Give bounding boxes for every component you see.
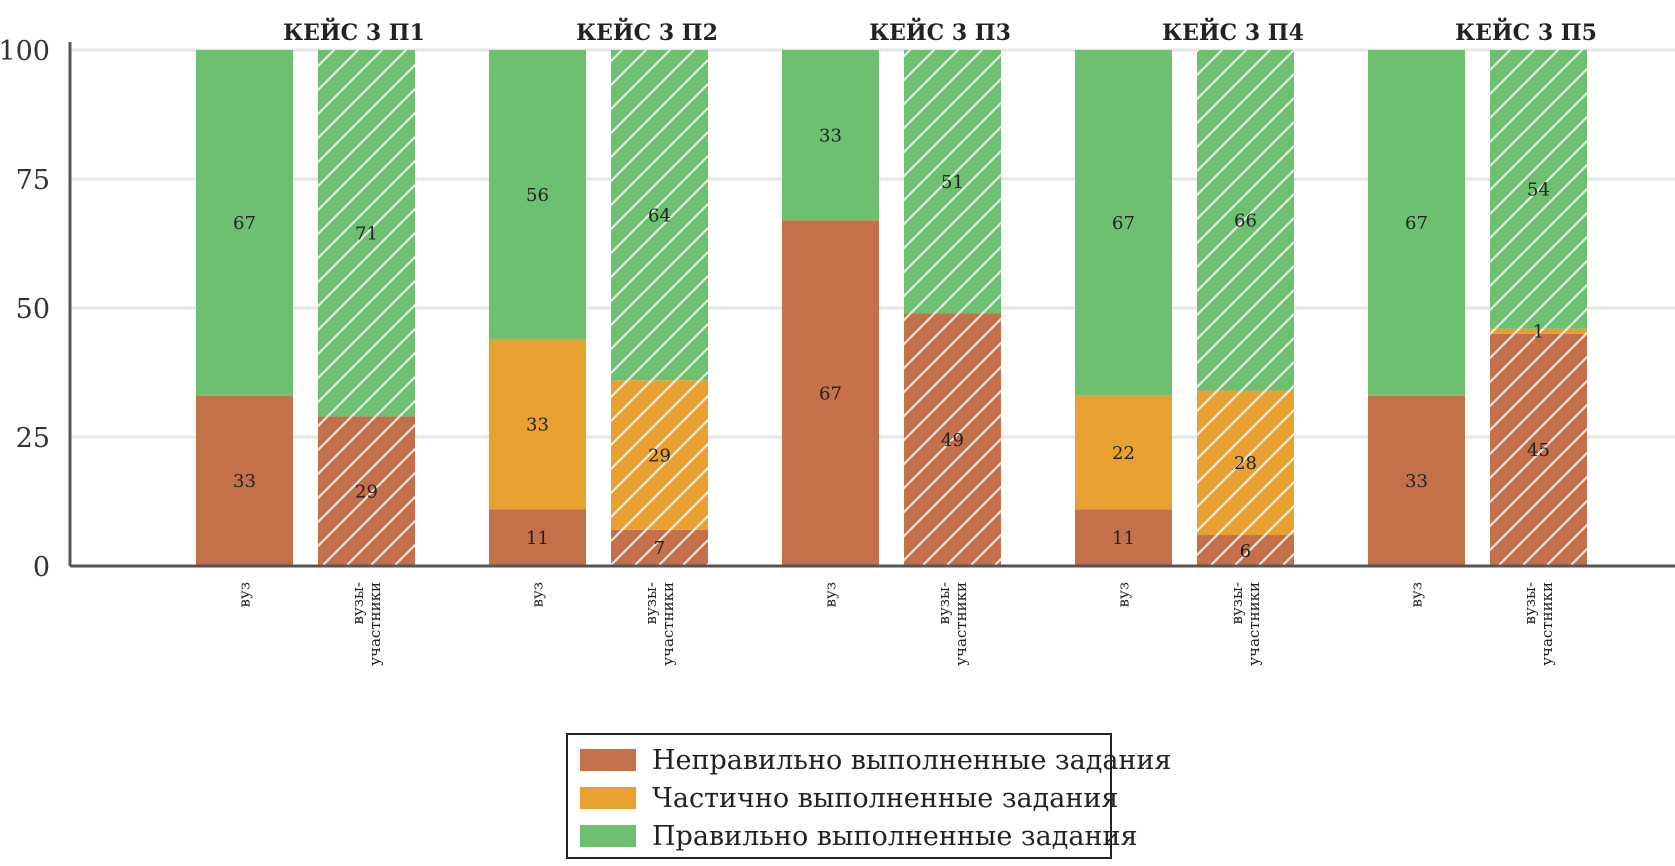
bar-p1-1-incorrect bbox=[196, 395, 293, 566]
legend: Неправильно выполненные задания Частично… bbox=[566, 733, 1171, 859]
data-label-p3-2-correct: 51 bbox=[941, 172, 964, 193]
data-label-p1-1-incorrect: 33 bbox=[233, 471, 256, 492]
x-tick-text-p1-1: вуз bbox=[236, 582, 254, 607]
data-label-p3-1-incorrect: 67 bbox=[819, 383, 842, 404]
data-label-p1-2-correct: 71 bbox=[355, 223, 378, 244]
legend-swatch-incorrect bbox=[580, 749, 636, 771]
legend-item-correct: Правильно выполненные задания bbox=[580, 820, 1138, 852]
data-label-p2-1-incorrect: 11 bbox=[526, 528, 549, 549]
legend-swatch-partial bbox=[580, 787, 636, 809]
panel-title-5: КЕЙС 3 П5 bbox=[1455, 17, 1597, 46]
data-label-p4-2-correct: 66 bbox=[1234, 211, 1257, 232]
data-label-p2-2-partial: 29 bbox=[648, 445, 671, 466]
x-tick-label-p5-1: вуз bbox=[1408, 582, 1426, 607]
bar-p2-1-incorrect bbox=[489, 509, 586, 566]
data-label-p5-1-incorrect: 33 bbox=[1405, 471, 1428, 492]
data-label-p1-1-correct: 67 bbox=[233, 213, 256, 234]
x-tick-text-p2-1: вуз bbox=[529, 582, 547, 607]
x-tick-text-p2-2: вузы-участники bbox=[642, 582, 677, 666]
bar-hatch-p3-2-correct bbox=[904, 50, 1001, 314]
x-tick-label-p2-2: вузы-участники bbox=[642, 582, 677, 666]
x-tick-label-p3-2: вузы-участники bbox=[935, 582, 970, 666]
bars bbox=[196, 50, 1587, 566]
bar-hatch-p5-2-incorrect bbox=[1490, 333, 1587, 566]
x-tick-text-p1-2: вузы-участники bbox=[349, 582, 384, 666]
data-label-p5-2-partial: 1 bbox=[1533, 322, 1544, 343]
data-label-p5-2-incorrect: 45 bbox=[1527, 440, 1550, 461]
legend-label-partial: Частично выполненные задания bbox=[652, 782, 1119, 814]
bar-hatch-p4-2-partial bbox=[1197, 390, 1294, 536]
bar-hatch-p5-2-partial bbox=[1490, 328, 1587, 334]
bar-p4-1-partial bbox=[1075, 395, 1172, 510]
axes bbox=[68, 42, 1675, 568]
bar-p4-1-correct bbox=[1075, 50, 1172, 396]
bar-p2-1-correct bbox=[489, 50, 586, 339]
x-tick-text-p3-1: вуз bbox=[822, 582, 840, 607]
data-label-p4-1-correct: 67 bbox=[1112, 213, 1135, 234]
data-label-p5-2-correct: 54 bbox=[1527, 180, 1550, 201]
x-tick-label-p4-1: вуз bbox=[1115, 582, 1133, 607]
x-tick-label-p4-2: вузы-участники bbox=[1228, 582, 1263, 666]
y-tick-label-100: 100 bbox=[0, 36, 50, 67]
bar-hatch-p2-2-incorrect bbox=[611, 529, 708, 566]
x-tick-label-p1-2: вузы-участники bbox=[349, 582, 384, 666]
bar-hatch-p1-2-correct bbox=[318, 50, 415, 417]
data-label-p2-1-correct: 56 bbox=[526, 185, 549, 206]
data-label-p4-2-partial: 28 bbox=[1234, 453, 1257, 474]
data-label-p2-2-incorrect: 7 bbox=[654, 538, 665, 559]
bar-hatch-p3-2-incorrect bbox=[904, 313, 1001, 566]
legend-label-correct: Правильно выполненные задания bbox=[652, 820, 1138, 852]
panel-title-3: КЕЙС 3 П3 bbox=[869, 17, 1011, 46]
legend-swatch-correct bbox=[580, 825, 636, 847]
x-tick-label-p5-2: вузы-участники bbox=[1521, 582, 1556, 666]
bar-hatch-p4-2-incorrect bbox=[1197, 535, 1294, 566]
bar-hatch-p5-2-correct bbox=[1490, 50, 1587, 329]
legend-label-incorrect: Неправильно выполненные задания bbox=[652, 744, 1172, 776]
data-label-p3-1-correct: 33 bbox=[819, 125, 842, 146]
bar-p3-1-correct bbox=[782, 50, 879, 221]
x-tick-text-p4-2: вузы-участники bbox=[1228, 582, 1263, 666]
x-tick-text-p4-1: вуз bbox=[1115, 582, 1133, 607]
legend-item-incorrect: Неправильно выполненные задания bbox=[580, 744, 1172, 776]
x-tick-label-p2-1: вуз bbox=[529, 582, 547, 607]
data-label-p3-2-incorrect: 49 bbox=[941, 430, 964, 451]
y-tick-label-50: 50 bbox=[16, 294, 50, 325]
x-tick-label-p1-1: вуз bbox=[236, 582, 254, 607]
y-tick-label-25: 25 bbox=[16, 423, 50, 454]
bar-p5-1-incorrect bbox=[1368, 395, 1465, 566]
data-label-p1-2-incorrect: 29 bbox=[355, 481, 378, 502]
data-label-p4-1-partial: 22 bbox=[1112, 443, 1135, 464]
panel-title-4: КЕЙС 3 П4 bbox=[1162, 17, 1304, 46]
bar-hatch-p1-2-incorrect bbox=[318, 416, 415, 566]
bar-p1-1-correct bbox=[196, 50, 293, 396]
x-tick-label-p3-1: вуз bbox=[822, 582, 840, 607]
x-tick-text-p3-2: вузы-участники bbox=[935, 582, 970, 666]
x-tick-text-p5-2: вузы-участники bbox=[1521, 582, 1556, 666]
y-tick-label-0: 0 bbox=[33, 552, 50, 583]
data-label-p2-1-partial: 33 bbox=[526, 414, 549, 435]
x-tick-text-p5-1: вуз bbox=[1408, 582, 1426, 607]
legend-item-partial: Частично выполненные задания bbox=[580, 782, 1119, 814]
data-label-p4-1-incorrect: 11 bbox=[1112, 528, 1135, 549]
bar-p4-1-incorrect bbox=[1075, 509, 1172, 566]
data-label-p4-2-incorrect: 6 bbox=[1240, 541, 1251, 562]
bar-p5-1-correct bbox=[1368, 50, 1465, 396]
panel-title-2: КЕЙС 3 П2 bbox=[576, 17, 718, 46]
data-label-p5-1-correct: 67 bbox=[1405, 213, 1428, 234]
panel-title-1: КЕЙС 3 П1 bbox=[283, 17, 425, 46]
bar-p3-1-incorrect bbox=[782, 220, 879, 566]
y-tick-label-75: 75 bbox=[16, 165, 50, 196]
bar-hatch-p4-2-correct bbox=[1197, 50, 1294, 391]
data-label-p2-2-correct: 64 bbox=[648, 205, 671, 226]
bar-p2-1-partial bbox=[489, 338, 586, 510]
bar-hatch-p2-2-partial bbox=[611, 380, 708, 530]
bar-hatch-p2-2-correct bbox=[611, 50, 708, 381]
